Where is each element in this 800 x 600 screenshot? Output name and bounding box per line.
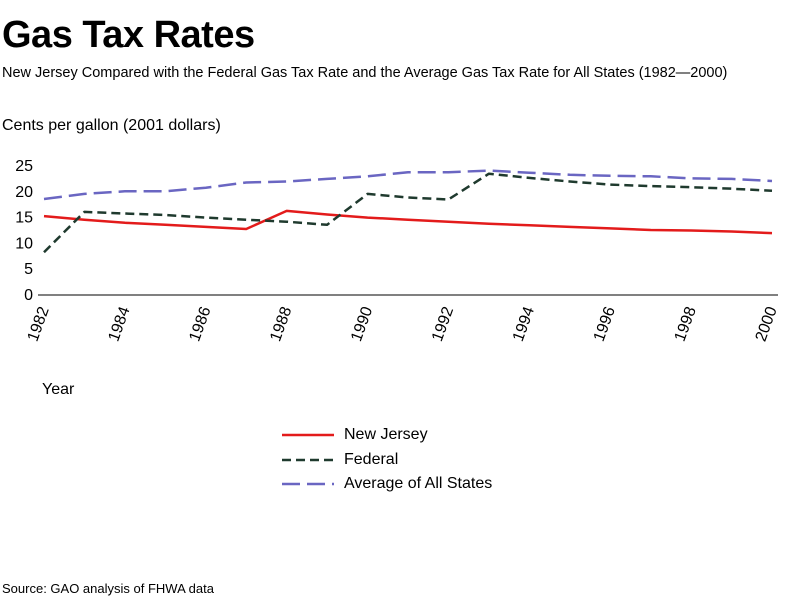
series-line-new-jersey [43, 209, 773, 235]
x-tick-label: 1992 [429, 304, 457, 343]
series-line-average-of-all-states [43, 169, 773, 201]
x-tick-labels: 1982 1984 1986 1988 1990 1992 1994 1996 1998 2000 [25, 304, 781, 343]
x-tick-label: 1996 [591, 304, 619, 343]
y-tick-label: 25 [15, 158, 33, 175]
source-note: Source: GAO analysis of FHWA data [2, 581, 214, 596]
x-tick-label: 1982 [25, 304, 53, 343]
legend-swatch-new-jersey [282, 433, 334, 437]
x-axis-label: Year [42, 381, 75, 398]
chart-subtitle: New Jersey Compared with the Federal Gas… [2, 65, 728, 81]
legend-swatch-federal [282, 458, 334, 461]
legend-label-average-of-all-states: Average of All States [344, 475, 493, 492]
y-tick-label: 20 [15, 184, 33, 201]
y-tick-label: 5 [24, 261, 33, 278]
legend-item-new-jersey: New Jersey [282, 423, 492, 447]
x-tick-label: 2000 [753, 304, 781, 343]
series-lines [43, 169, 773, 254]
legend: New Jersey Federal Average of All States [282, 423, 492, 497]
x-tick-label: 1994 [510, 304, 538, 343]
legend-item-federal: Federal [282, 448, 492, 472]
x-tick-label: 1998 [672, 304, 700, 343]
y-tick-labels: 25 20 15 10 5 0 [15, 158, 33, 304]
x-tick-label: 1990 [348, 304, 376, 343]
legend-swatch-average-of-all-states [282, 482, 334, 486]
y-tick-label: 10 [15, 235, 33, 252]
x-tick-label: 1984 [105, 304, 133, 343]
y-tick-label: 15 [15, 210, 33, 227]
chart-title: Gas Tax Rates [2, 14, 255, 56]
y-tick-label: 0 [24, 287, 33, 304]
legend-label-federal: Federal [344, 450, 399, 468]
legend-label-new-jersey: New Jersey [344, 426, 428, 443]
x-tick-label: 1986 [186, 304, 214, 343]
y-axis-label: Cents per gallon (2001 dollars) [2, 117, 221, 134]
legend-item-average-of-all-states: Average of All States [282, 472, 492, 496]
series-line-federal [43, 172, 773, 254]
x-tick-label: 1988 [267, 304, 295, 343]
